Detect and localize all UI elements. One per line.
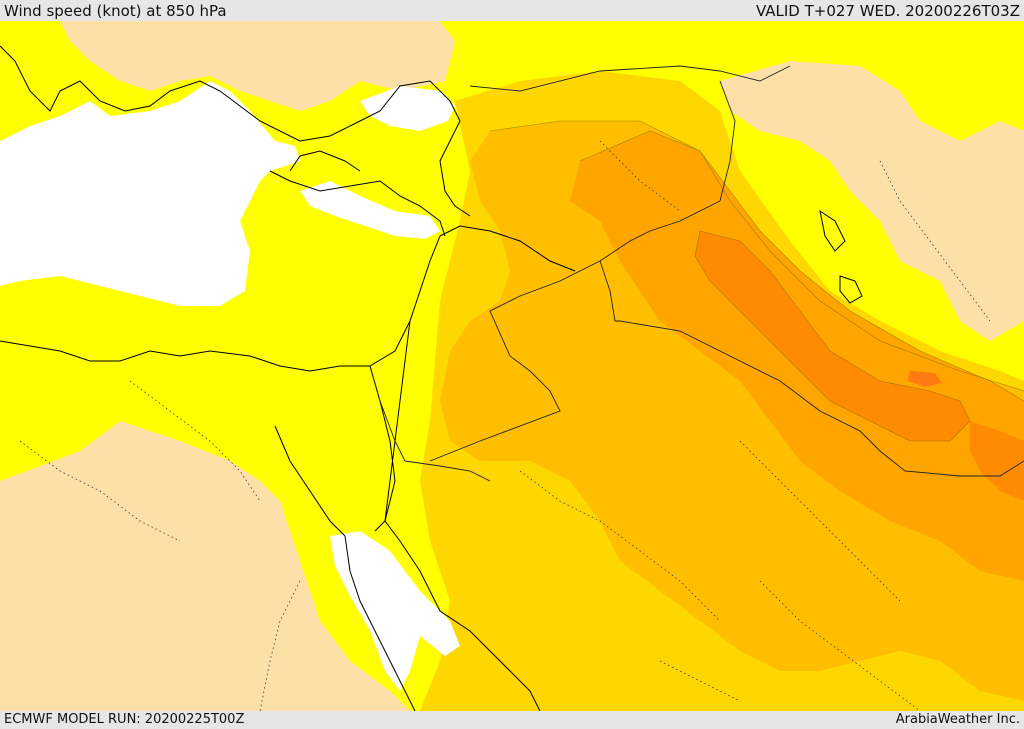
amber-band: [440, 121, 1024, 701]
tan-region-southwest: [0, 421, 410, 711]
calm-area-aegean: [360, 86, 455, 131]
red-orange-core: [908, 371, 942, 387]
dark-orange-band-southeast: [970, 421, 1024, 501]
tan-region-northeast: [720, 61, 1024, 341]
map-header: Wind speed (knot) at 850 hPa VALID T+027…: [0, 0, 1024, 21]
map-title: Wind speed (knot) at 850 hPa: [4, 2, 227, 20]
calm-area-red-sea: [330, 531, 460, 691]
calm-area-levant-coast: [300, 181, 440, 239]
valid-time: VALID T+027 WED. 20200226T03Z: [755, 2, 1020, 20]
tan-region-northwest: [60, 21, 455, 111]
wind-speed-map: [0, 21, 1024, 711]
contour-lines: [489, 120, 1024, 442]
map-footer: ECMWF MODEL RUN: 20200225T00Z ArabiaWeat…: [0, 711, 1024, 729]
model-run: ECMWF MODEL RUN: 20200225T00Z: [4, 712, 245, 727]
credit: ArabiaWeather Inc.: [895, 712, 1020, 727]
country-borders: [369, 65, 1024, 482]
calm-area-mediterranean-west: [0, 81, 300, 306]
admin-boundaries: [19, 140, 991, 711]
dark-orange-band: [695, 231, 970, 441]
map-canvas: [0, 21, 1024, 711]
